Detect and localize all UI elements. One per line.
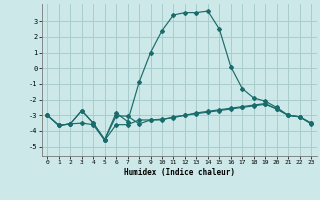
X-axis label: Humidex (Indice chaleur): Humidex (Indice chaleur) xyxy=(124,168,235,177)
